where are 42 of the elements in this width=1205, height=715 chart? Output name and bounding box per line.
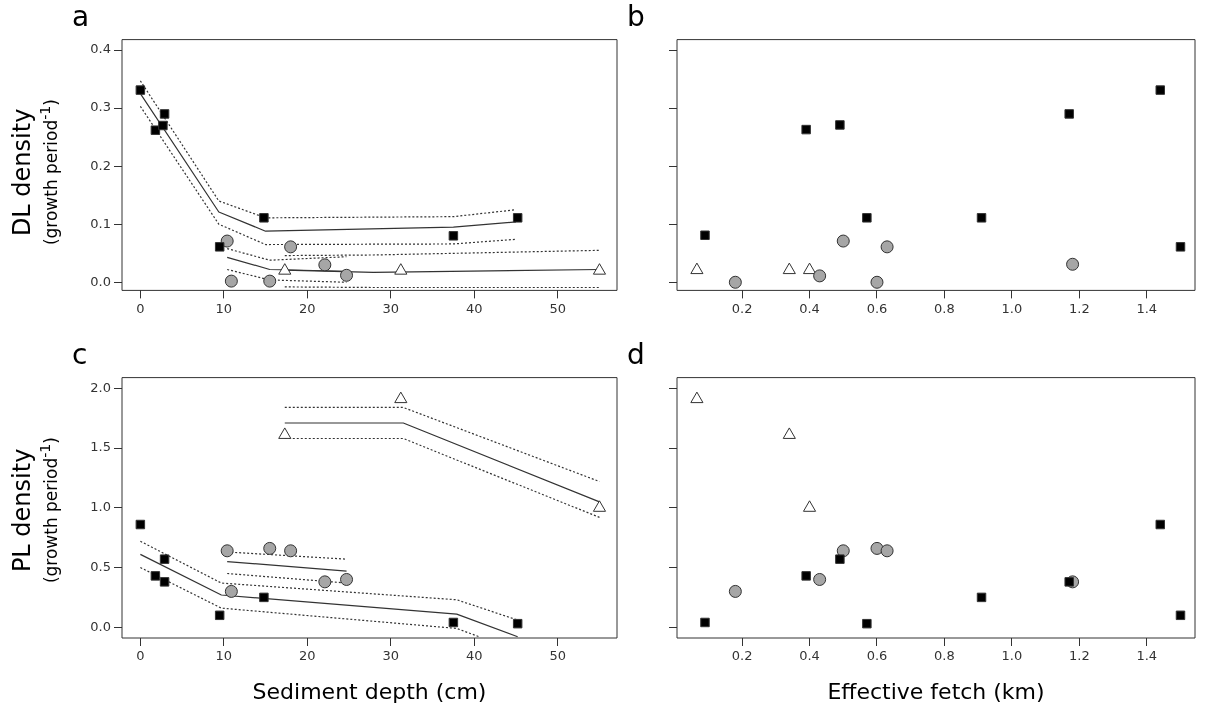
x-axis-title: Effective fetch (km)	[827, 678, 1045, 704]
x-tick-label: 40	[465, 648, 483, 664]
x-tick-label: 20	[299, 300, 316, 316]
x-tick-label: 0.2	[731, 648, 753, 664]
x-tick-label: 0.8	[934, 300, 955, 316]
x-tick-label: 0.6	[866, 300, 888, 316]
x-tick-label: 1.2	[1068, 300, 1090, 316]
y-tick-label: 0.0	[90, 273, 111, 289]
x-tick-label: 1.4	[1136, 648, 1158, 664]
x-tick-label: 1.0	[1001, 648, 1023, 664]
x-tick-label: 0.8	[934, 648, 955, 664]
x-tick-label: 0.4	[799, 300, 820, 316]
x-tick-label: 10	[215, 648, 233, 664]
chart-title: c	[72, 338, 88, 372]
x-tick-label: 50	[549, 648, 567, 664]
x-tick-label: 30	[382, 300, 400, 316]
x-tick-label: 1.0	[1001, 300, 1023, 316]
x-tick-label: 0	[136, 648, 145, 664]
y-tick-label: 0.2	[90, 157, 111, 173]
y-tick-label: 0.1	[90, 215, 111, 231]
x-tick-label: 0.4	[799, 648, 820, 664]
x-tick-label: 0.6	[866, 648, 888, 664]
chart-title: b	[627, 0, 645, 34]
x-tick-label: 50	[549, 300, 567, 316]
x-tick-label: 40	[465, 300, 483, 316]
chart-title: a	[72, 0, 90, 34]
y-tick-label: 0.0	[90, 618, 111, 634]
y-tick-label: 2.0	[90, 379, 111, 395]
y-tick-label: 1.5	[90, 439, 111, 455]
y-tick-label: 0.5	[90, 558, 111, 574]
y-tick-label: 1.0	[90, 499, 111, 515]
x-tick-label: 10	[215, 300, 233, 316]
x-tick-label: 1.4	[1136, 300, 1158, 316]
y-tick-label: 0.4	[90, 41, 111, 57]
chart-title: d	[627, 338, 645, 372]
y-tick-label: 0.3	[90, 99, 111, 115]
x-axis-title: Sediment depth (cm)	[252, 678, 487, 704]
x-tick-label: 20	[299, 648, 316, 664]
x-tick-label: 0.2	[731, 300, 753, 316]
x-tick-label: 30	[382, 648, 400, 664]
x-tick-label: 1.2	[1068, 648, 1090, 664]
x-tick-label: 0	[136, 300, 145, 316]
